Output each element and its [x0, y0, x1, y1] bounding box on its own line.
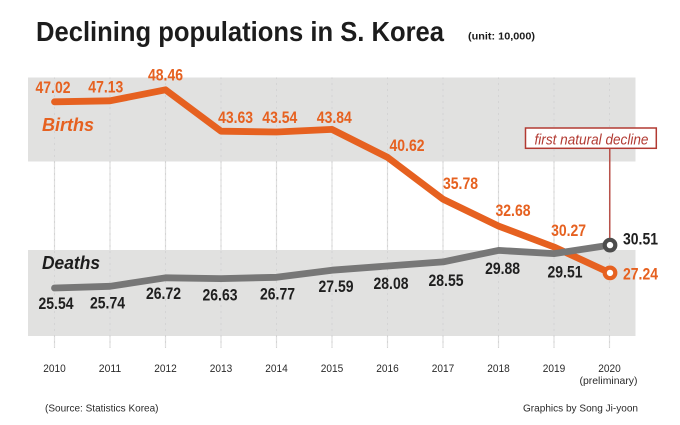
svg-text:Declining populations in S. Ko: Declining populations in S. Korea	[36, 16, 444, 47]
svg-text:28.55: 28.55	[429, 272, 464, 290]
svg-text:29.88: 29.88	[485, 260, 520, 278]
svg-text:27.24: 27.24	[623, 266, 659, 284]
svg-text:2017: 2017	[432, 363, 455, 375]
svg-text:2016: 2016	[376, 363, 399, 375]
svg-text:32.68: 32.68	[496, 202, 531, 220]
svg-text:2019: 2019	[543, 363, 566, 375]
svg-text:2012: 2012	[154, 363, 177, 375]
svg-text:Graphics by Song Ji-yoon: Graphics by Song Ji-yoon	[523, 404, 638, 415]
svg-text:48.46: 48.46	[148, 67, 183, 85]
svg-text:25.54: 25.54	[39, 295, 75, 313]
svg-text:27.59: 27.59	[319, 278, 354, 296]
svg-text:40.62: 40.62	[390, 137, 425, 155]
svg-text:26.72: 26.72	[146, 285, 181, 303]
svg-text:Deaths: Deaths	[42, 253, 100, 273]
svg-text:2011: 2011	[99, 363, 122, 375]
svg-text:43.54: 43.54	[262, 109, 298, 127]
svg-text:(Source: Statistics Korea): (Source: Statistics Korea)	[45, 403, 159, 414]
svg-text:30.51: 30.51	[623, 231, 658, 249]
svg-text:25.74: 25.74	[90, 295, 126, 313]
svg-text:47.02: 47.02	[36, 79, 71, 97]
svg-text:2015: 2015	[321, 363, 344, 375]
svg-text:26.77: 26.77	[260, 286, 295, 304]
svg-text:2018: 2018	[487, 363, 510, 375]
svg-text:first natural decline: first natural decline	[535, 131, 649, 148]
svg-text:Births: Births	[42, 115, 94, 135]
svg-text:2010: 2010	[43, 363, 66, 375]
svg-text:43.63: 43.63	[218, 109, 253, 127]
svg-text:30.27: 30.27	[551, 222, 586, 240]
svg-text:2014: 2014	[265, 363, 288, 375]
svg-text:2013: 2013	[210, 363, 233, 375]
svg-text:35.78: 35.78	[443, 175, 478, 193]
svg-text:28.08: 28.08	[374, 275, 409, 293]
svg-text:29.51: 29.51	[548, 264, 583, 282]
svg-text:43.84: 43.84	[317, 109, 353, 127]
svg-text:26.63: 26.63	[203, 287, 238, 305]
svg-text:(unit: 10,000): (unit: 10,000)	[468, 31, 535, 43]
svg-text:47.13: 47.13	[88, 79, 123, 97]
svg-text:2020: 2020	[598, 363, 621, 375]
svg-text:(preliminary): (preliminary)	[580, 375, 638, 387]
